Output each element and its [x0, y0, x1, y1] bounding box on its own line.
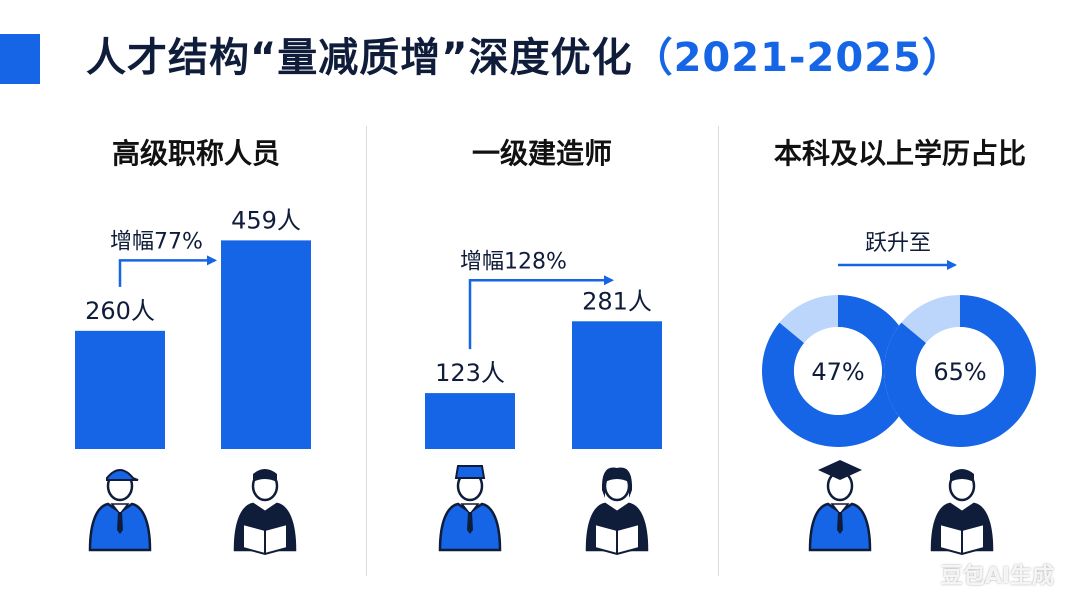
bar-value-label: 123人	[435, 359, 505, 387]
panel-title-constructors: 一级建造师	[471, 137, 612, 170]
panel-title-senior-titles: 高级职称人员	[111, 137, 280, 170]
title-main: 人才结构“量减质增”深度优化	[86, 35, 633, 81]
reader-suit-icon	[930, 467, 994, 556]
growth-arrow	[118, 255, 217, 287]
donut-segment-rest	[779, 295, 838, 343]
watermark: 豆包AI生成	[940, 564, 1054, 589]
title-open-paren: （	[632, 35, 674, 81]
donut-value-label: 47%	[811, 358, 864, 386]
panel-divider	[366, 126, 367, 576]
bar-value-label: 260人	[85, 297, 155, 325]
title-accent-bar	[0, 34, 40, 84]
arrow-annotation-constructors: 增幅128%	[460, 249, 567, 274]
donut-segment-filled	[761, 295, 914, 447]
title-close-paren: ）	[921, 35, 963, 81]
officer-cap-icon	[454, 465, 486, 479]
graduation-cap-icon	[818, 460, 862, 480]
donut-value-label: 65%	[933, 358, 986, 386]
bar	[221, 240, 311, 449]
bar	[75, 330, 165, 449]
worker-cap-icon	[88, 470, 152, 552]
bar	[425, 393, 515, 449]
officer-cap-icon	[438, 470, 502, 552]
donut-segment-filled	[884, 295, 1036, 447]
hair-icon	[601, 467, 633, 498]
page-title: 人才结构“量减质增”深度优化（2021-2025）	[86, 28, 963, 88]
panel-divider	[718, 126, 719, 576]
reader-suit-icon	[930, 467, 994, 556]
graduate-cap-icon	[808, 470, 872, 552]
growth-arrow	[468, 275, 614, 350]
arrow-annotation-senior: 增幅77%	[110, 229, 203, 254]
panel-title-degree-ratio: 本科及以上学历占比	[773, 137, 1026, 170]
reader-suit-icon	[233, 467, 297, 556]
bar-value-label: 281人	[582, 287, 652, 315]
title-years: 2021-2025	[673, 35, 922, 81]
reader-woman-icon	[585, 467, 649, 556]
arrow-annotation-degree: 跃升至	[865, 231, 931, 256]
graduate-cap-icon	[808, 460, 872, 552]
donut-hole	[794, 327, 882, 415]
officer-cap-icon	[438, 465, 502, 552]
bar-value-label: 459人	[231, 206, 301, 234]
reader-woman-icon	[585, 467, 649, 556]
reader-suit-icon	[233, 467, 297, 556]
cap-icon	[106, 469, 139, 481]
worker-cap-icon	[88, 469, 152, 552]
donut-hole	[916, 327, 1004, 415]
donut-segment-rest	[901, 295, 960, 343]
bar	[572, 321, 662, 449]
